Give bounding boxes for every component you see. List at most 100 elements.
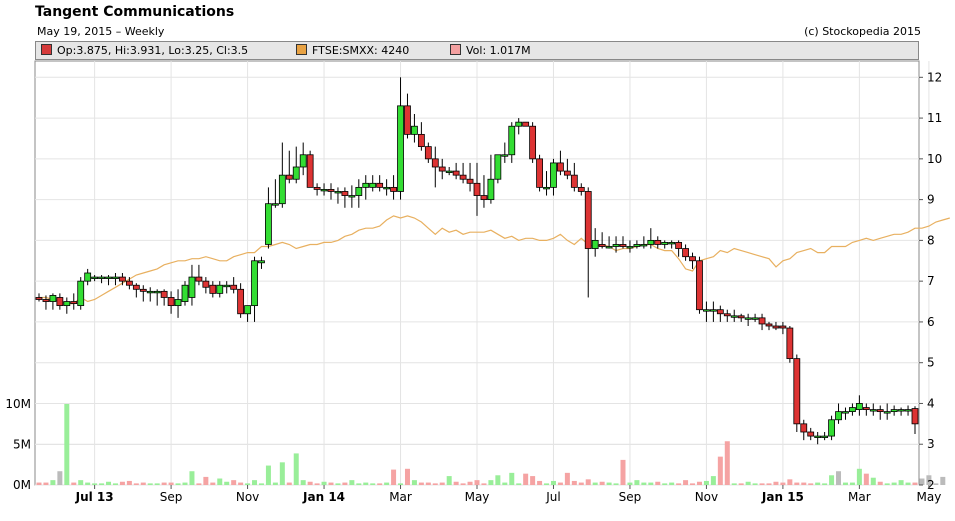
x-axis-label: Jan 15 <box>761 490 804 504</box>
volume-bar <box>425 482 431 485</box>
candle-body <box>536 158 543 188</box>
volume-bar <box>265 465 271 485</box>
volume-bar <box>196 483 202 485</box>
volume-axis-label: 0M <box>13 478 31 492</box>
candle-body <box>640 244 648 247</box>
volume-bar <box>370 483 376 485</box>
volume-bar <box>36 482 42 485</box>
volume-bar <box>808 483 814 485</box>
candle-body <box>341 191 349 196</box>
candle-body <box>570 174 578 188</box>
candle-body <box>508 125 516 156</box>
candle-body <box>723 313 731 317</box>
volume-bar <box>161 482 167 485</box>
volume-bar <box>641 482 647 485</box>
candle-body <box>730 315 738 318</box>
volume-bar <box>759 483 765 485</box>
candle-body <box>911 408 919 425</box>
volume-bar <box>252 480 258 485</box>
price-axis-label: 3 <box>927 437 935 451</box>
candle-body <box>313 186 321 190</box>
candle-body <box>216 284 224 294</box>
volume-bar <box>766 483 772 485</box>
volume-bar <box>238 482 244 485</box>
volume-axis-label: 5M <box>13 438 31 452</box>
candle-body <box>160 290 168 298</box>
volume-bar <box>126 480 132 485</box>
x-axis-label: Jul 13 <box>75 490 114 504</box>
candle-body <box>244 305 251 315</box>
x-axis-label: May <box>465 490 490 504</box>
volume-bar <box>245 483 251 485</box>
volume-axis-label: 10M <box>5 397 31 411</box>
legend-item-index: FTSE:SMXX: 4240 <box>296 44 409 57</box>
candle-body <box>494 154 502 180</box>
volume-bar <box>64 404 70 485</box>
volume-bar <box>335 483 341 485</box>
volume-bar <box>905 482 911 485</box>
candle-body <box>42 299 50 302</box>
volume-bar <box>884 483 890 485</box>
candle-body <box>362 182 370 188</box>
candle-body <box>654 239 662 245</box>
volume-bar <box>550 480 556 485</box>
volume-bar <box>279 462 285 485</box>
candle-body <box>577 186 585 192</box>
legend-label-volume: Vol: 1.017M <box>466 44 531 57</box>
volume-bar <box>564 472 570 485</box>
volume-bar <box>203 476 209 485</box>
x-axis-label: May <box>916 490 941 504</box>
volume-bar <box>829 475 835 485</box>
volume-bar <box>321 481 327 485</box>
candle-body <box>355 186 363 196</box>
legend-swatch-volume <box>450 44 461 55</box>
candle-body <box>292 166 300 180</box>
candle-body <box>153 290 161 294</box>
candle-body <box>765 323 773 327</box>
candle-body <box>821 435 829 438</box>
volume-bar <box>773 481 779 485</box>
candle-body <box>63 301 71 307</box>
candle-body <box>98 276 105 279</box>
candle-body <box>188 276 196 298</box>
x-axis-label: Mar <box>848 490 871 504</box>
candle-body <box>376 182 384 188</box>
volume-bar <box>384 482 390 485</box>
candle-body <box>633 244 641 247</box>
candle-body <box>119 276 126 282</box>
candle-body <box>49 295 57 302</box>
candle-body <box>744 317 752 320</box>
chart-subtitle: May 19, 2015 – Weekly <box>37 25 165 38</box>
candle-body <box>598 244 606 247</box>
volume-bar <box>272 482 278 485</box>
x-axis-label: Jul <box>545 490 560 504</box>
volume-bar <box>119 481 125 485</box>
candle-body <box>70 301 78 304</box>
candle-body <box>132 284 140 290</box>
volume-bar <box>391 469 397 485</box>
candle-body <box>584 191 592 249</box>
volume-bar <box>516 483 522 485</box>
candle-body <box>786 327 794 360</box>
candle-body <box>668 242 676 245</box>
volume-bar <box>787 479 793 485</box>
volume-bar <box>745 481 751 485</box>
candle-body <box>91 276 99 279</box>
candle-body <box>480 195 488 201</box>
price-axis-label: 7 <box>927 274 935 288</box>
volume-bar <box>710 476 716 485</box>
price-axis-label: 4 <box>927 396 935 410</box>
price-axis-label: 10 <box>927 152 942 166</box>
candle-body <box>862 407 870 410</box>
candle-body <box>237 288 245 315</box>
volume-bar <box>168 482 174 485</box>
candle-body <box>883 411 891 414</box>
candle-body <box>849 407 856 413</box>
candle-body <box>550 162 557 188</box>
volume-bar <box>537 480 543 485</box>
candle-body <box>459 174 467 180</box>
candle-body <box>181 284 189 302</box>
volume-bar <box>842 482 848 485</box>
volume-bar <box>669 482 675 485</box>
